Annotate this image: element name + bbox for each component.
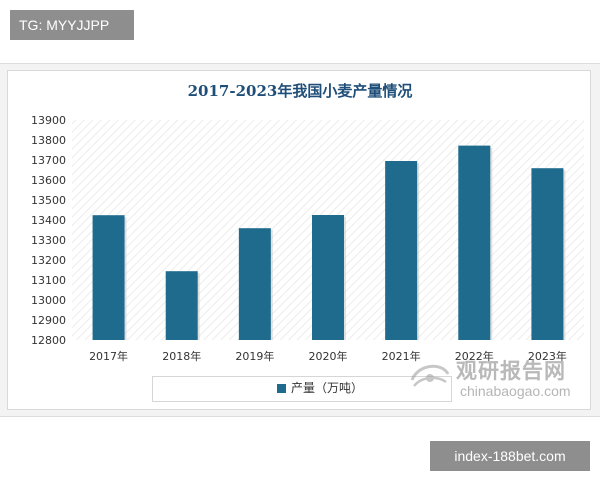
site-link[interactable]: index-188bet.com <box>430 441 590 471</box>
bar <box>312 215 344 340</box>
y-tick-label: 13900 <box>31 114 66 127</box>
legend-swatch <box>277 384 286 393</box>
bar <box>238 228 271 340</box>
x-tick-label: 2019年 <box>235 349 274 363</box>
bar <box>92 215 125 340</box>
x-tick-label: 2020年 <box>309 349 348 363</box>
y-tick-label: 13800 <box>31 134 66 147</box>
x-tick-label: 2022年 <box>455 349 494 363</box>
x-tick-label: 2021年 <box>382 349 421 363</box>
y-tick-label: 13400 <box>31 214 66 227</box>
y-axis: 12800 12900 13000 13100 13200 13300 13400 13500… <box>31 114 66 347</box>
y-tick-label: 13500 <box>31 194 66 207</box>
x-axis: 2017年 2018年 2019年 2020年 2021年 2022年 2023年 <box>89 349 567 363</box>
y-tick-label: 13000 <box>31 294 66 307</box>
chart-title: 2017-2023年我国小麦产量情况 <box>188 82 413 100</box>
x-tick-label: 2023年 <box>528 349 567 363</box>
y-tick-label: 13700 <box>31 154 66 167</box>
y-tick-label: 13600 <box>31 174 66 187</box>
y-tick-label: 13100 <box>31 274 66 287</box>
x-tick-label: 2018年 <box>162 349 201 363</box>
legend-label: 产量（万吨） <box>291 381 364 395</box>
watermark-logo-icon <box>410 364 450 387</box>
legend <box>152 376 452 402</box>
bar <box>165 271 198 340</box>
y-tick-label: 12900 <box>31 314 66 327</box>
bar <box>531 168 564 340</box>
y-tick-label: 13200 <box>31 254 66 267</box>
watermark-brand-cn: 观研报告网 <box>456 359 566 383</box>
bar <box>458 145 491 340</box>
bar-series <box>92 145 566 340</box>
tg-label: TG: MYYJJPP <box>10 10 134 40</box>
watermark-brand-en: chinabaogao.com <box>460 383 571 399</box>
y-tick-label: 13300 <box>31 234 66 247</box>
bar <box>385 161 418 340</box>
y-tick-label: 12800 <box>31 334 66 347</box>
x-tick-label: 2017年 <box>89 349 128 363</box>
